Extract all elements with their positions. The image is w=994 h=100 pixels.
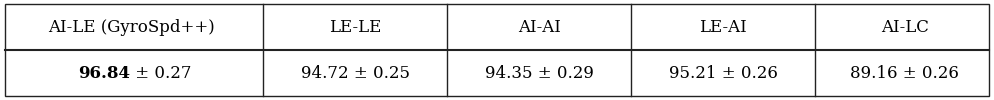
Text: LE-LE: LE-LE	[329, 18, 382, 36]
Text: 94.35 ± 0.29: 94.35 ± 0.29	[485, 64, 593, 82]
Text: 95.21 ± 0.26: 95.21 ± 0.26	[669, 64, 777, 82]
Text: AI-LC: AI-LC	[881, 18, 928, 36]
Text: AI-LE (GyroSpd++): AI-LE (GyroSpd++)	[49, 18, 215, 36]
Text: 94.72 ± 0.25: 94.72 ± 0.25	[301, 64, 410, 82]
Text: AI-AI: AI-AI	[518, 18, 561, 36]
Text: 89.16 ± 0.26: 89.16 ± 0.26	[850, 64, 959, 82]
Text: ± 0.27: ± 0.27	[130, 64, 191, 82]
Text: 96.84: 96.84	[78, 64, 130, 82]
Text: LE-AI: LE-AI	[699, 18, 747, 36]
